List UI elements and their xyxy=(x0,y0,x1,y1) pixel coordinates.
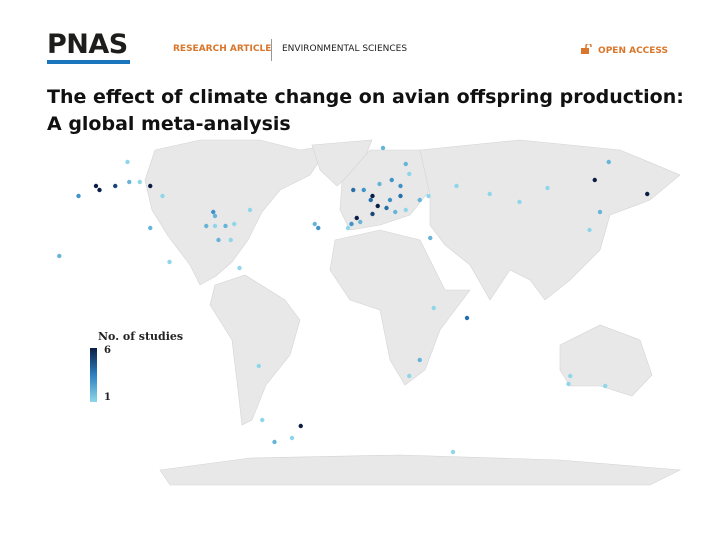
legend-title: No. of studies xyxy=(98,330,183,343)
study-site xyxy=(237,265,242,271)
study-site xyxy=(160,193,165,199)
study-site xyxy=(428,235,433,241)
south-america xyxy=(209,274,301,426)
study-site xyxy=(417,197,422,203)
study-site xyxy=(370,193,375,199)
study-site xyxy=(125,159,130,165)
study-site xyxy=(407,171,412,177)
study-site xyxy=(351,187,356,193)
study-site xyxy=(566,381,571,387)
study-site xyxy=(316,225,321,231)
study-site xyxy=(113,183,118,189)
separator xyxy=(271,39,272,61)
colorbar xyxy=(90,348,97,402)
study-site xyxy=(312,221,317,227)
study-site xyxy=(517,199,522,205)
title-line: A global meta-analysis xyxy=(47,113,291,135)
study-site xyxy=(568,373,573,379)
study-site xyxy=(377,181,382,187)
africa xyxy=(329,229,471,386)
open-access-label: OPEN ACCESS xyxy=(598,46,668,56)
study-site xyxy=(93,183,99,189)
study-site xyxy=(597,209,603,215)
study-site xyxy=(212,213,218,219)
open-access[interactable]: OPEN ACCESS xyxy=(581,44,668,56)
study-site xyxy=(349,221,354,227)
study-site xyxy=(603,383,608,389)
study-site xyxy=(127,179,132,185)
header: PNAS RESEARCH ARTICLE ENVIRONMENTAL SCIE… xyxy=(47,30,668,66)
study-site xyxy=(380,145,386,151)
study-site xyxy=(417,357,422,363)
study-site xyxy=(426,193,431,199)
study-site xyxy=(272,439,277,445)
north-america xyxy=(144,139,331,286)
study-site xyxy=(345,225,351,231)
study-site xyxy=(375,203,380,209)
study-site xyxy=(370,211,375,217)
colorbar-tick-label: 1 xyxy=(104,392,111,403)
study-site xyxy=(592,177,597,183)
study-site xyxy=(403,161,408,167)
study-site xyxy=(393,209,398,215)
study-site xyxy=(232,221,237,227)
study-site xyxy=(361,187,366,193)
study-site xyxy=(256,363,261,369)
study-site xyxy=(398,183,403,189)
study-site xyxy=(148,225,153,231)
study-site xyxy=(97,187,102,193)
study-site xyxy=(407,373,412,379)
study-site xyxy=(298,423,303,429)
australia xyxy=(559,324,653,397)
land xyxy=(144,139,682,486)
study-site xyxy=(450,449,456,455)
study-site xyxy=(645,191,650,197)
study-site xyxy=(398,193,403,199)
study-site xyxy=(545,185,550,191)
study-site xyxy=(587,227,592,233)
article-title: The effect of climate change on avian of… xyxy=(47,84,684,138)
study-site xyxy=(487,191,492,197)
study-site xyxy=(431,305,436,311)
study-site xyxy=(148,183,153,189)
study-site xyxy=(212,223,218,229)
title-line: The effect of climate change on avian of… xyxy=(47,86,684,108)
logo[interactable]: PNAS xyxy=(47,30,130,64)
study-site xyxy=(289,435,295,441)
study-site xyxy=(260,417,265,423)
study-site xyxy=(223,223,228,229)
study-site xyxy=(606,159,611,165)
antarctica xyxy=(159,454,682,486)
subject[interactable]: ENVIRONMENTAL SCIENCES xyxy=(282,44,408,54)
study-site xyxy=(211,209,216,215)
study-site xyxy=(384,205,389,211)
study-site xyxy=(354,215,359,221)
study-site xyxy=(389,177,394,183)
study-site xyxy=(228,237,233,243)
lock-icon xyxy=(581,44,592,54)
asia xyxy=(419,139,681,301)
study-site xyxy=(387,197,393,203)
study-site xyxy=(247,207,253,213)
study-site xyxy=(464,315,470,321)
study-site xyxy=(57,253,62,259)
colorbar-tick-label: 6 xyxy=(104,345,111,356)
study-site xyxy=(454,183,459,189)
study-site xyxy=(358,219,363,225)
study-site xyxy=(216,237,221,243)
study-site xyxy=(403,207,408,213)
study-site xyxy=(368,197,373,203)
study-site xyxy=(167,259,172,265)
article-type[interactable]: RESEARCH ARTICLE xyxy=(173,44,272,54)
study-site xyxy=(76,193,81,199)
study-site xyxy=(204,223,209,229)
study-site xyxy=(137,179,142,185)
